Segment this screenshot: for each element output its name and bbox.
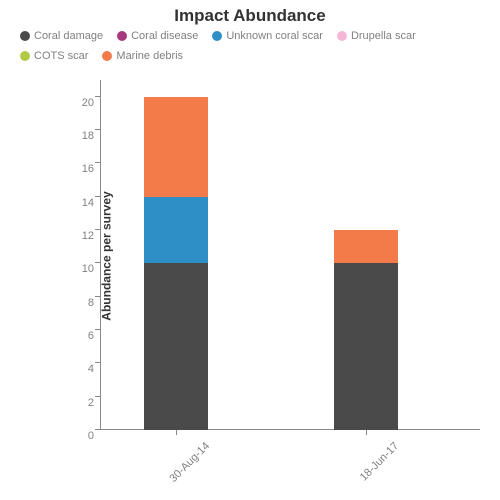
bar-segment [144,97,209,197]
bar-group [334,80,399,430]
y-tick-label: 6 [88,330,94,342]
plot-area: Abundance per survey 02468101214161820 3… [60,80,480,430]
y-tick-label: 4 [88,363,94,375]
legend-item: Marine debris [102,50,183,62]
y-tick-label: 12 [82,230,94,242]
x-tick-label: 18-Jun-17 [358,440,402,484]
legend-item: COTS scar [20,50,88,62]
legend-item: Drupella scar [337,30,416,42]
legend-item: Coral disease [117,30,198,42]
legend-swatch [117,31,127,41]
legend-swatch [102,51,112,61]
legend-label: COTS scar [34,50,88,62]
y-tick-label: 0 [88,430,94,442]
y-axis: 02468101214161820 [60,80,100,430]
legend-label: Drupella scar [351,30,416,42]
y-tick-label: 14 [82,197,94,209]
y-tick-label: 18 [82,130,94,142]
bar-segment [334,263,399,430]
y-tick-label: 8 [88,297,94,309]
legend-swatch [20,31,30,41]
legend-item: Unknown coral scar [212,30,323,42]
bar-group [144,80,209,430]
y-tick-label: 20 [82,97,94,109]
legend-swatch [20,51,30,61]
legend-swatch [212,31,222,41]
impact-abundance-chart: Impact Abundance Coral damage Coral disea… [0,0,500,500]
bar-segment [144,263,209,430]
bar-segment [334,230,399,263]
y-tick-label: 2 [88,397,94,409]
y-tick-label: 16 [82,163,94,175]
chart-title: Impact Abundance [0,6,500,26]
x-tick-mark [366,430,367,435]
chart-legend: Coral damage Coral disease Unknown coral s… [20,30,480,62]
x-tick-mark [176,430,177,435]
legend-label: Marine debris [116,50,183,62]
legend-swatch [337,31,347,41]
legend-label: Unknown coral scar [226,30,323,42]
y-tick-label: 10 [82,263,94,275]
legend-label: Coral damage [34,30,103,42]
legend-label: Coral disease [131,30,198,42]
x-tick-label: 30-Aug-14 [167,440,212,485]
bar-segment [144,197,209,264]
legend-item: Coral damage [20,30,103,42]
bars-region: 30-Aug-1418-Jun-17 [100,80,480,430]
